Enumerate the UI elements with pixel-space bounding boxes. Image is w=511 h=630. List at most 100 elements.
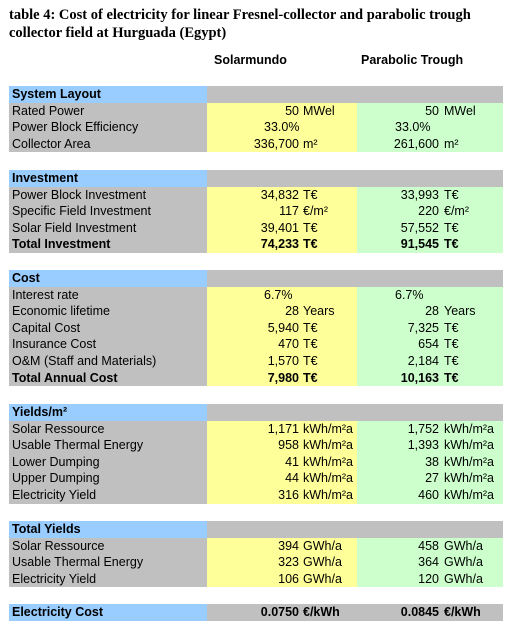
header-fill: [357, 170, 503, 187]
solarmundo-value: 1,171: [267, 421, 299, 436]
table-row: Capital Cost 5,940 T€ 7,325 T€: [9, 319, 503, 337]
parabolic-cell: 6.7%: [357, 286, 503, 304]
solarmundo-value: 41: [285, 454, 299, 469]
solarmundo-unit: kWh/m²a: [303, 438, 353, 453]
parabolic-unit: kWh/m²a: [444, 421, 494, 436]
header-fill: [357, 521, 503, 538]
solarmundo-unit: Years: [303, 304, 335, 319]
table-row: Total Investment 74,233 T€ 91,545 T€: [9, 236, 503, 253]
solarmundo-unit: kWh/m²a: [303, 487, 353, 502]
solarmundo-cell: 5,940 T€: [207, 319, 357, 337]
solarmundo-value: 50: [285, 103, 299, 118]
table-row: Rated Power 50 MWel 50 MWel: [9, 102, 503, 120]
table-row: Specific Field Investment 117 €/m² 220 €/m²: [9, 203, 503, 220]
row-label: Solar Ressource: [9, 420, 207, 438]
parabolic-cell: 460 kWh/m²a: [357, 486, 503, 504]
row-label: Electricity Yield: [9, 570, 207, 588]
section-yields-m: Yields/m² Solar Ressource 1,171 kWh/m²a 1,75…: [9, 404, 503, 504]
solarmundo-cell: 74,233 T€: [207, 236, 357, 253]
solarmundo-cell: 28 Years: [207, 303, 357, 320]
parabolic-cell: 33.0%: [357, 119, 503, 136]
solarmundo-value: 44: [285, 471, 299, 486]
parabolic-value: 364: [418, 555, 439, 570]
column-header-parabolic-trough: Parabolic Trough: [361, 53, 464, 67]
solarmundo-unit: T€: [303, 187, 318, 202]
table-row: Power Block Investment 34,832 T€ 33,993 T€: [9, 186, 503, 204]
parabolic-unit: T€: [444, 220, 459, 235]
parabolic-value: 220: [418, 204, 439, 219]
parabolic-cell: 1,393 kWh/m²a: [357, 437, 503, 454]
table-row: Lower Dumping 41 kWh/m²a 38 kWh/m²a: [9, 453, 503, 471]
parabolic-cell: 261,600 m²: [357, 135, 503, 153]
parabolic-unit: MWel: [444, 103, 476, 118]
section-title: System Layout: [9, 86, 207, 103]
solarmundo-value: 106: [278, 571, 299, 586]
table-row: Solar Ressource 394 GWh/a 458 GWh/a: [9, 537, 503, 555]
solarmundo-cell: 336,700 m²: [207, 135, 357, 153]
solarmundo-value: 117: [279, 204, 299, 219]
parabolic-unit: kWh/m²a: [444, 454, 494, 469]
parabolic-cell: 10,163 T€: [357, 369, 503, 387]
parabolic-cell: 27 kWh/m²a: [357, 470, 503, 487]
section-title: Yields/m²: [9, 404, 207, 421]
parabolic-value: 120: [418, 571, 439, 586]
electricity-cost-row: Electricity Cost 0.0750 €/kWh 0.0845 €/k…: [9, 604, 503, 621]
header-fill: [357, 270, 503, 287]
row-label: Total Annual Cost: [9, 369, 207, 387]
table-row: Collector Area 336,700 m² 261,600 m²: [9, 135, 503, 153]
parabolic-value: 2,184: [407, 353, 439, 368]
parabolic-cell: 458 GWh/a: [357, 537, 503, 555]
table-row: Insurance Cost 470 T€ 654 T€: [9, 336, 503, 353]
table-row: Economic lifetime 28 Years 28 Years: [9, 303, 503, 320]
solarmundo-value: 6.7%: [264, 287, 293, 302]
header-fill: [207, 404, 357, 421]
row-label: Electricity Yield: [9, 486, 207, 504]
solarmundo-unit: €/m²: [303, 204, 328, 219]
section-cost: Cost Interest rate 6.7% 6.7% Economic lifeti…: [9, 270, 503, 387]
parabolic-cell: 2,184 T€: [357, 352, 503, 370]
section-title: Investment: [9, 170, 207, 187]
table-row: Usable Thermal Energy 323 GWh/a 364 GWh/a: [9, 554, 503, 571]
solarmundo-cell: 323 GWh/a: [207, 554, 357, 571]
electricity-cost-block: Electricity Cost 0.0750 €/kWh 0.0845 €/k…: [9, 604, 503, 621]
section-header: Total Yields: [9, 521, 503, 538]
solarmundo-unit: T€: [303, 237, 318, 252]
table-row: O&M (Staff and Materials) 1,570 T€ 2,184 T€: [9, 352, 503, 370]
section-investment: Investment Power Block Investment 34,832 T€…: [9, 170, 503, 253]
row-label: Usable Thermal Energy: [9, 437, 207, 454]
solarmundo-value: 33.0%: [264, 120, 300, 135]
parabolic-value: 654: [418, 337, 439, 352]
section-header: Cost: [9, 270, 503, 287]
solarmundo-value: 958: [278, 438, 299, 453]
header-fill: [207, 521, 357, 538]
solarmundo-value: 394: [278, 538, 299, 553]
row-label: Specific Field Investment: [9, 203, 207, 220]
parabolic-value: 460: [418, 487, 439, 502]
parabolic-unit: T€: [444, 353, 459, 368]
parabolic-unit: T€: [444, 337, 459, 352]
solarmundo-value: 7,980: [267, 370, 299, 385]
parabolic-unit: kWh/m²a: [444, 471, 494, 486]
header-fill: [357, 404, 503, 421]
solarmundo-cell: 316 kWh/m²a: [207, 486, 357, 504]
parabolic-unit: T€: [444, 187, 459, 202]
header-fill: [207, 270, 357, 287]
solarmundo-unit: kWh/m²a: [303, 421, 353, 436]
parabolic-unit: T€: [444, 320, 459, 335]
parabolic-cell: 0.0845 €/kWh: [357, 604, 503, 621]
solarmundo-unit: T€: [303, 220, 318, 235]
solarmundo-cell: 7,980 T€: [207, 369, 357, 387]
solarmundo-value: 336,700: [253, 136, 299, 151]
solarmundo-unit: kWh/m²a: [303, 471, 353, 486]
solarmundo-unit: T€: [303, 320, 318, 335]
parabolic-unit: €/kWh: [444, 605, 481, 619]
parabolic-cell: 220 €/m²: [357, 203, 503, 220]
solarmundo-unit: m²: [303, 136, 318, 151]
column-header-solarmundo: Solarmundo: [214, 53, 287, 67]
row-label: Electricity Cost: [9, 604, 207, 621]
table-row: Usable Thermal Energy 958 kWh/m²a 1,393 kWh/…: [9, 437, 503, 454]
solarmundo-cell: 117 €/m²: [207, 203, 357, 220]
parabolic-value: 38: [425, 454, 439, 469]
solarmundo-unit: kWh/m²a: [303, 454, 353, 469]
solarmundo-unit: GWh/a: [303, 571, 342, 586]
